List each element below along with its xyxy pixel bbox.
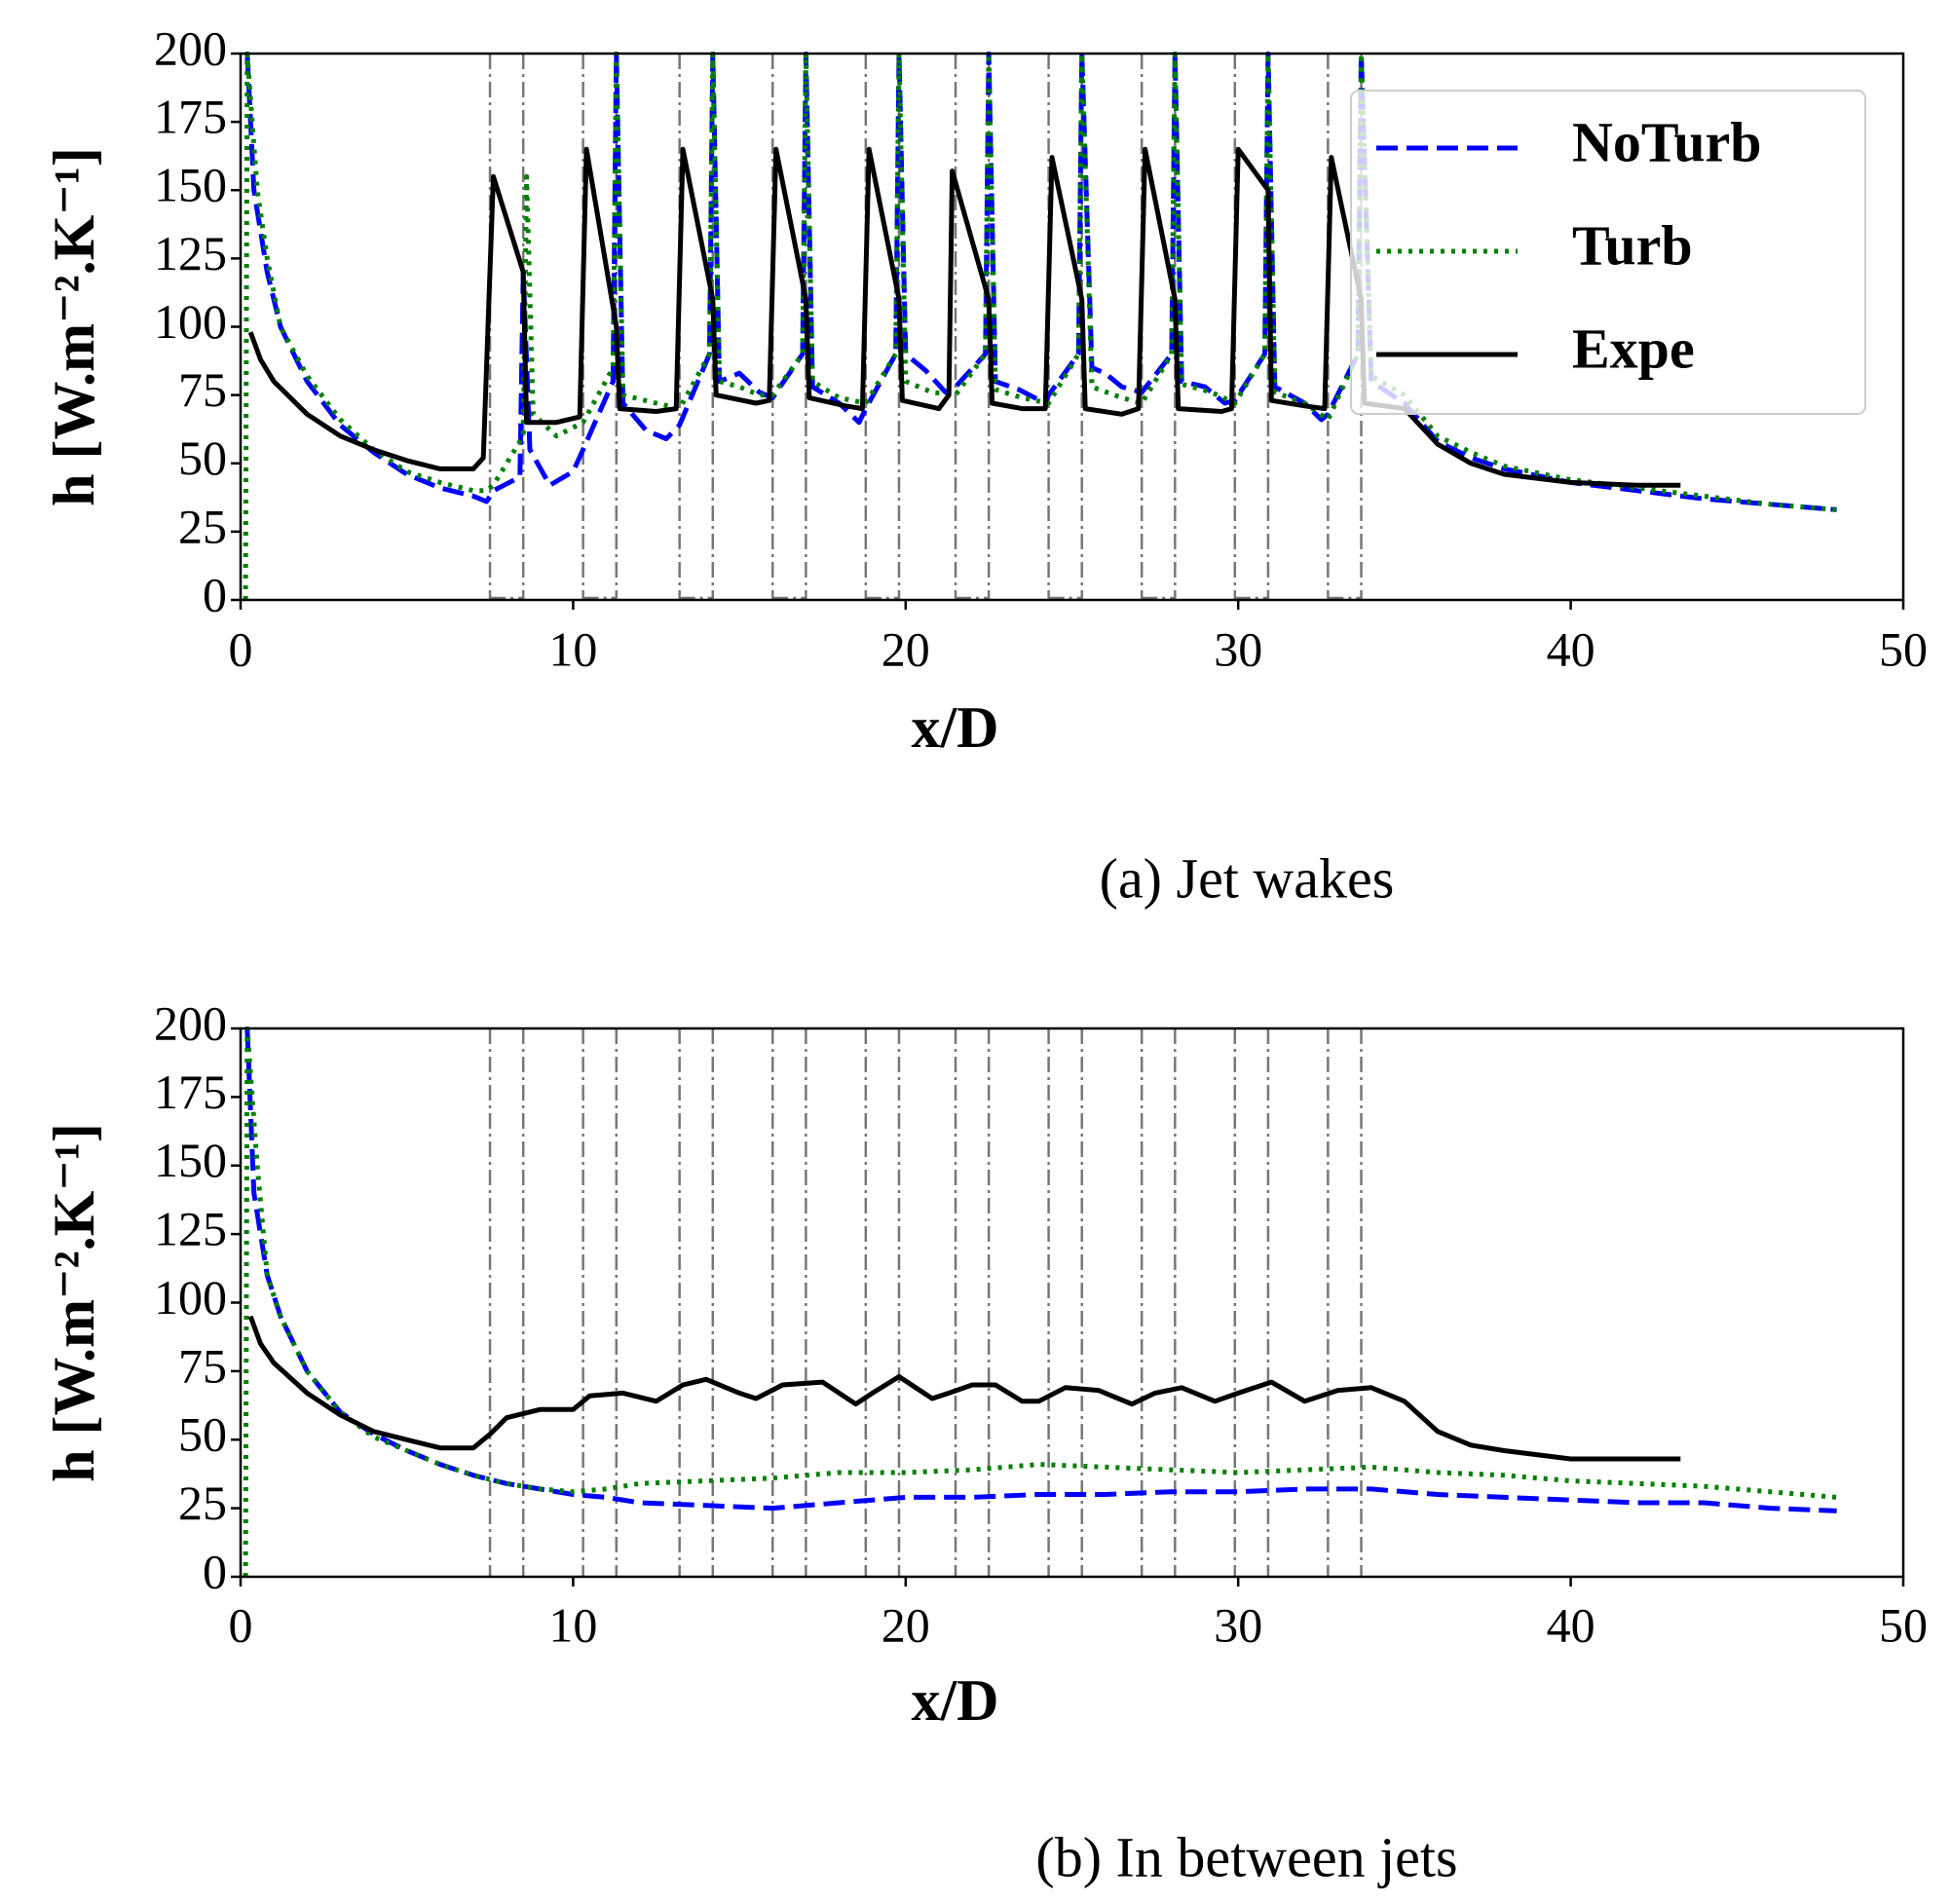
y-tick-label: 125 xyxy=(154,1202,227,1256)
x-axis-label: x/D xyxy=(912,1668,999,1733)
caption: (a) Jet wakes xyxy=(1100,846,1395,910)
series-line xyxy=(247,146,1681,488)
y-tick-label: 75 xyxy=(178,362,227,417)
y-tick-label: 25 xyxy=(178,499,227,553)
legend-label: Expe xyxy=(1572,317,1695,380)
x-tick-label: 30 xyxy=(1214,1597,1262,1652)
series-line xyxy=(247,1315,1681,1462)
series-line xyxy=(243,1027,1837,1577)
series-line xyxy=(244,1027,1837,1513)
legend-label: Turb xyxy=(1572,213,1693,277)
x-tick-label: 50 xyxy=(1879,621,1928,676)
x-tick-label: 40 xyxy=(1547,621,1595,676)
y-tick-label: 0 xyxy=(203,1544,227,1598)
y-tick-label: 100 xyxy=(154,1270,227,1325)
x-tick-label: 40 xyxy=(1547,1597,1595,1652)
y-tick-label: 75 xyxy=(178,1338,227,1393)
y-tick-label: 0 xyxy=(203,567,227,621)
y-tick-label: 150 xyxy=(154,158,227,212)
y-tick-label: 100 xyxy=(154,294,227,349)
y-tick-label: 200 xyxy=(154,995,227,1050)
x-tick-label: 0 xyxy=(229,1597,253,1652)
y-tick-label: 175 xyxy=(154,90,227,144)
y-tick-label: 175 xyxy=(154,1064,227,1119)
plot-area xyxy=(243,52,1837,600)
y-axis-label: h [W.m⁻².K⁻¹] xyxy=(42,1123,106,1482)
y-axis-label: h [W.m⁻².K⁻¹] xyxy=(42,147,106,506)
y-tick-label: 50 xyxy=(178,430,227,485)
x-tick-label: 10 xyxy=(548,1597,597,1652)
legend-box xyxy=(1350,90,1866,415)
series-line xyxy=(243,52,1837,600)
x-tick-label: 20 xyxy=(882,1597,930,1652)
y-tick-label: 200 xyxy=(154,20,227,75)
y-tick-label: 25 xyxy=(178,1475,227,1530)
y-tick-label: 50 xyxy=(178,1407,227,1462)
legend-label: NoTurb xyxy=(1572,110,1762,173)
x-tick-label: 30 xyxy=(1214,621,1262,676)
y-tick-label: 125 xyxy=(154,226,227,280)
x-tick-label: 10 xyxy=(548,621,597,676)
x-tick-label: 20 xyxy=(882,621,930,676)
x-tick-label: 0 xyxy=(229,621,253,676)
plot-area xyxy=(243,1027,1837,1577)
caption: (b) In between jets xyxy=(1035,1825,1457,1888)
x-axis-label: x/D xyxy=(912,695,999,760)
y-tick-label: 150 xyxy=(154,1133,227,1187)
x-tick-label: 50 xyxy=(1879,1597,1928,1652)
